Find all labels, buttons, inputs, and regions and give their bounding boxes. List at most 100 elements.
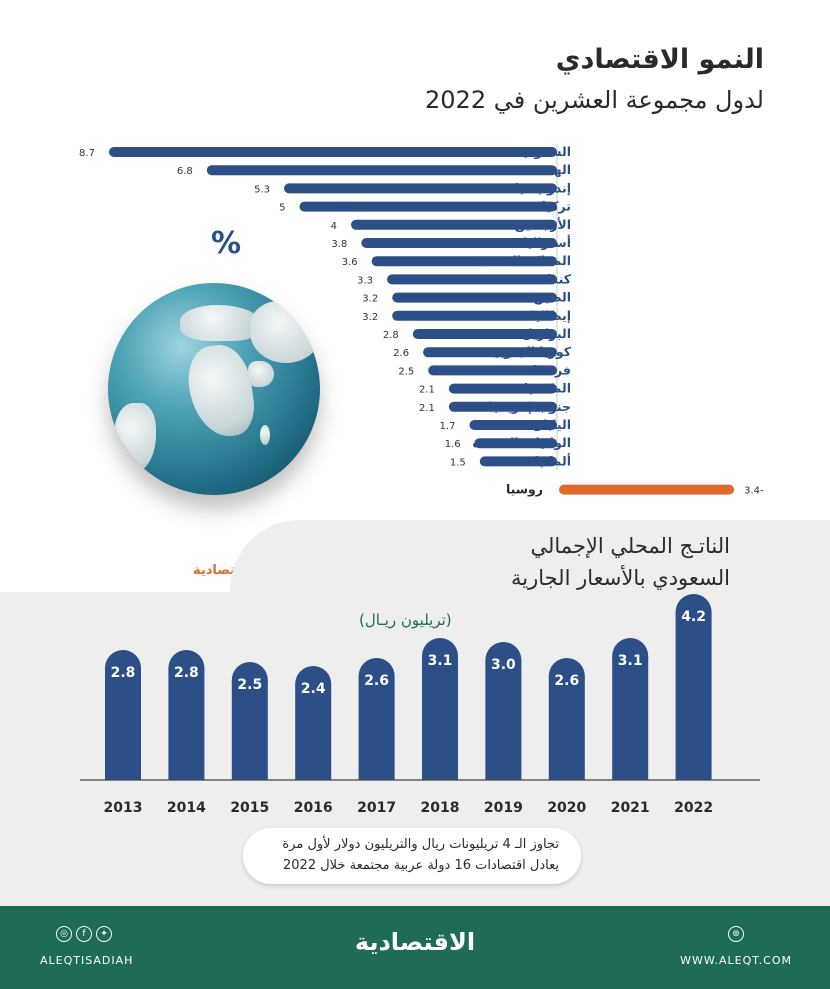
growth-value-label: 2.1 bbox=[419, 403, 435, 414]
country-label: كندا bbox=[547, 271, 572, 286]
growth-value-label: 2.6 bbox=[393, 348, 409, 359]
growth-value-label: 2.1 bbox=[419, 385, 435, 396]
growth-value-label: 1.6 bbox=[445, 439, 461, 450]
country-label: الولايات المتحدة bbox=[473, 435, 572, 450]
gdp-bar-cap bbox=[295, 666, 332, 702]
instagram-icon[interactable]: ◎ bbox=[56, 926, 72, 942]
growth-bar bbox=[423, 347, 557, 358]
growth-value-label: 5 bbox=[279, 203, 285, 214]
footer-url[interactable]: WWW.ALEQT.COM bbox=[680, 954, 792, 967]
twitter-icon[interactable]: ✦ bbox=[96, 926, 112, 942]
growth-bar bbox=[361, 238, 557, 248]
year-label: 2018 bbox=[421, 800, 460, 816]
country-label: البرازيل bbox=[522, 326, 571, 341]
gdp-bar-cap bbox=[675, 594, 712, 630]
social-links: ◎ f ✦ bbox=[56, 926, 112, 942]
continent-shape bbox=[250, 301, 320, 363]
gdp-value-label: 4.2 bbox=[681, 609, 706, 625]
gdp-bar bbox=[105, 668, 141, 780]
gdp-value-label: 3.0 bbox=[491, 657, 516, 673]
growth-bar bbox=[559, 484, 735, 495]
country-label: اليابان bbox=[532, 417, 571, 432]
gdp-title-panel bbox=[230, 520, 830, 592]
growth-value-label: 8.7 bbox=[79, 148, 95, 159]
gdp-bar bbox=[168, 668, 205, 780]
year-label: 2019 bbox=[484, 800, 523, 816]
continent-shape bbox=[260, 425, 270, 445]
note-line-1: تجاوز الـ 4 تريليونات ريال والتريليون دو… bbox=[282, 837, 559, 852]
growth-bar bbox=[469, 420, 557, 430]
growth-bar bbox=[371, 256, 557, 267]
gdp-bar-chart: 2.8 2013 2.8 2014 2.5 2015 2.4 2016 2.6 2017 3.1 20… bbox=[80, 594, 760, 816]
gdp-value-label: 2.6 bbox=[364, 673, 389, 689]
gdp-bar-cap bbox=[612, 638, 649, 674]
gdp-bar-cap bbox=[168, 650, 205, 686]
growth-bar bbox=[392, 310, 557, 321]
country-label: فرنسا bbox=[533, 362, 571, 377]
gdp-bar-cap bbox=[105, 650, 141, 686]
country-label: الصين bbox=[533, 290, 571, 305]
footer-handle[interactable]: ALEQTISADIAH bbox=[40, 954, 134, 967]
gdp-bar-cap bbox=[485, 642, 522, 678]
gdp-value-label: 3.1 bbox=[618, 653, 643, 669]
gdp-value-label: 2.6 bbox=[554, 673, 579, 689]
growth-value-label: 3.2 bbox=[362, 294, 378, 305]
country-label: المملكة المتحدة bbox=[475, 253, 571, 268]
gdp-bar bbox=[485, 660, 522, 780]
gdp-value-label: 2.4 bbox=[301, 681, 326, 697]
growth-bar bbox=[412, 329, 557, 339]
gdp-bar bbox=[675, 612, 712, 780]
year-label: 2017 bbox=[357, 800, 396, 816]
growth-value-label: 1.7 bbox=[440, 421, 456, 432]
year-label: 2015 bbox=[230, 800, 269, 816]
continent-shape bbox=[183, 341, 259, 441]
gdp-bar bbox=[612, 656, 649, 780]
growth-value-label: 3.8 bbox=[331, 239, 347, 250]
growth-bar-chart: 8.7 السعودية 6.8 الهند 5.3 إندونيسيا 5 تركيا 4 ال… bbox=[79, 144, 764, 497]
growth-bar bbox=[284, 183, 557, 194]
country-label: إيطاليا bbox=[531, 308, 571, 323]
percent-symbol: % bbox=[211, 226, 242, 261]
country-label: السعودية bbox=[516, 144, 571, 159]
growth-value-label: 2.5 bbox=[398, 366, 414, 377]
growth-value-label: 2.8 bbox=[383, 330, 399, 341]
continent-shape bbox=[248, 361, 274, 387]
growth-value-label: 6.8 bbox=[177, 166, 193, 177]
growth-bar bbox=[351, 219, 557, 230]
growth-value-label: 1.5 bbox=[450, 457, 466, 468]
footer: ◎ f ✦ ALEQTISADIAH الاقتصادية ⊛ WWW.ALEQ… bbox=[0, 906, 830, 989]
growth-value-label: 4 bbox=[331, 221, 337, 232]
gdp-subtitle: السعودي بالأسعار الجارية bbox=[510, 566, 730, 590]
note-box: تجاوز الـ 4 تريليونات ريال والتريليون دو… bbox=[243, 828, 581, 884]
growth-value-label: 3.3 bbox=[357, 275, 373, 286]
website-icon[interactable]: ⊛ bbox=[728, 926, 744, 942]
growth-title: النمو الاقتصادي bbox=[555, 44, 764, 75]
growth-value-label: 5.3 bbox=[254, 184, 270, 195]
gdp-bar-cap bbox=[548, 658, 585, 694]
growth-subtitle: لدول مجموعة العشرين في 2022 bbox=[425, 86, 764, 114]
continent-shape bbox=[180, 305, 262, 341]
country-label: روسيا bbox=[506, 482, 543, 497]
growth-value-label: 3.6 bbox=[342, 257, 358, 268]
gdp-value-label: 3.1 bbox=[428, 653, 453, 669]
gdp-bar-cap bbox=[422, 638, 458, 674]
country-label: جنوب إفريقيا bbox=[488, 399, 571, 414]
gdp-value-label: 2.8 bbox=[174, 665, 199, 681]
footer-logo: الاقتصادية bbox=[354, 928, 476, 956]
gdp-value-label: 2.5 bbox=[237, 677, 262, 693]
country-label: الأرجنتين bbox=[515, 217, 571, 232]
country-label: أستراليا bbox=[523, 234, 571, 250]
year-label: 2022 bbox=[674, 800, 713, 816]
globe-icon bbox=[108, 283, 320, 495]
country-label: كوريا الجنوبية bbox=[487, 344, 572, 359]
year-label: 2021 bbox=[611, 800, 650, 816]
country-label: المكسيك bbox=[517, 381, 571, 396]
facebook-icon[interactable]: f bbox=[76, 926, 92, 942]
country-label: إندونيسيا bbox=[515, 180, 571, 195]
gdp-bar-cap bbox=[231, 662, 268, 698]
note-line-2: يعادل اقتصادات 16 دولة عربية مجتمعة خلال… bbox=[283, 858, 559, 873]
gdp-unit-label: (تريليون ريـال) bbox=[359, 611, 452, 629]
gdp-bar-cap bbox=[358, 658, 395, 694]
growth-bar bbox=[474, 438, 557, 449]
growth-bar bbox=[428, 365, 557, 376]
